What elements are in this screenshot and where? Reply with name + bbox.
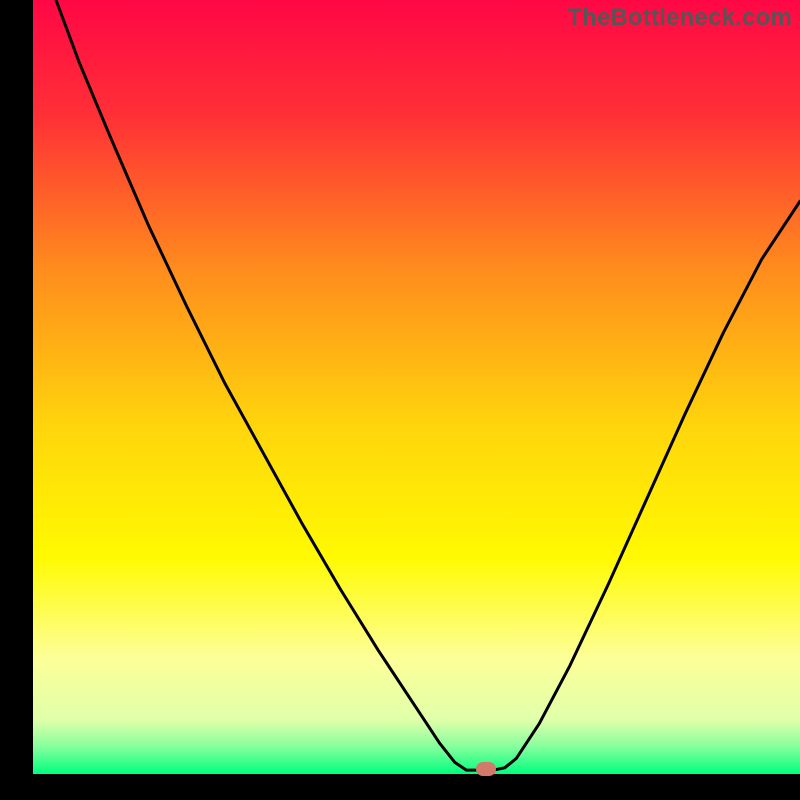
curve-path xyxy=(56,0,800,770)
bottleneck-curve xyxy=(33,0,800,774)
watermark-text: TheBottleneck.com xyxy=(567,4,792,32)
plot-area xyxy=(33,0,800,774)
optimum-marker xyxy=(476,762,496,776)
chart-root: TheBottleneck.com xyxy=(0,0,800,800)
